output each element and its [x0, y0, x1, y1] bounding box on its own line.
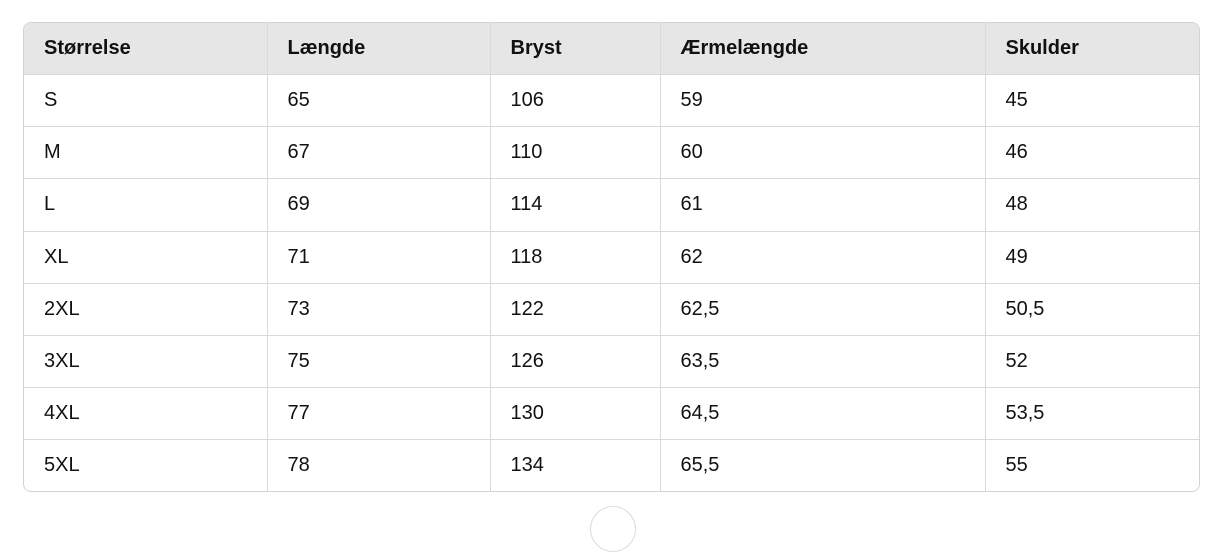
cell-shoulder: 52 — [985, 335, 1199, 389]
cell-length: 67 — [267, 126, 491, 180]
cell-length: 65 — [267, 74, 491, 128]
cell-chest: 114 — [490, 178, 661, 232]
cell-sleeve-length: 64,5 — [660, 387, 986, 441]
header-chest: Bryst — [490, 23, 661, 75]
header-length: Længde — [267, 23, 491, 75]
cell-chest: 126 — [490, 335, 661, 389]
table-row: L 69 114 61 48 — [24, 178, 1199, 232]
table-row: XL 71 118 62 49 — [24, 231, 1199, 284]
size-table-container: Størrelse Længde Bryst Ærmelængde Skulde… — [23, 22, 1200, 492]
cell-shoulder: 48 — [985, 178, 1199, 232]
scroll-down-button[interactable] — [590, 506, 636, 552]
cell-shoulder: 53,5 — [985, 387, 1199, 441]
table-row: 4XL 77 130 64,5 53,5 — [24, 387, 1199, 441]
cell-sleeve-length: 62 — [660, 231, 986, 284]
cell-sleeve-length: 65,5 — [660, 439, 986, 491]
cell-length: 71 — [267, 231, 491, 284]
cell-size: XL — [24, 231, 268, 284]
header-shoulder: Skulder — [985, 23, 1199, 75]
cell-sleeve-length: 60 — [660, 126, 986, 180]
cell-length: 73 — [267, 283, 491, 336]
cell-chest: 134 — [490, 439, 661, 491]
cell-chest: 118 — [490, 231, 661, 284]
cell-chest: 110 — [490, 126, 661, 180]
cell-shoulder: 50,5 — [985, 283, 1199, 336]
cell-shoulder: 46 — [985, 126, 1199, 180]
size-table: Størrelse Længde Bryst Ærmelængde Skulde… — [24, 23, 1199, 491]
cell-shoulder: 45 — [985, 74, 1199, 128]
cell-sleeve-length: 63,5 — [660, 335, 986, 389]
table-row: 5XL 78 134 65,5 55 — [24, 439, 1199, 491]
table-row: 2XL 73 122 62,5 50,5 — [24, 283, 1199, 336]
header-size: Størrelse — [24, 23, 268, 75]
cell-size: 5XL — [24, 439, 268, 491]
table-row: M 67 110 60 46 — [24, 126, 1199, 180]
cell-shoulder: 55 — [1005, 454, 1028, 477]
cell-sleeve-length: 59 — [660, 74, 986, 128]
cell-sleeve-length: 62,5 — [660, 283, 986, 336]
cell-size: 3XL — [24, 335, 268, 389]
cell-length: 78 — [267, 439, 491, 491]
cell-chest: 106 — [490, 74, 661, 128]
cell-length: 69 — [267, 178, 491, 232]
cell-size: M — [24, 126, 268, 180]
cell-chest: 122 — [490, 283, 661, 336]
cell-chest: 130 — [490, 387, 661, 441]
table-header-row: Størrelse Længde Bryst Ærmelængde Skulde… — [24, 23, 1199, 75]
cell-length: 75 — [267, 335, 491, 389]
cell-size: 4XL — [24, 387, 268, 441]
cell-size: L — [24, 178, 268, 232]
cell-shoulder: 49 — [985, 231, 1199, 284]
header-sleeve-length: Ærmelængde — [660, 23, 986, 75]
cell-length: 77 — [267, 387, 491, 441]
cell-sleeve-length: 61 — [660, 178, 986, 232]
cell-size: 2XL — [24, 283, 268, 336]
cell-size: S — [24, 74, 268, 128]
table-row: 3XL 75 126 63,5 52 — [24, 335, 1199, 389]
table-row: S 65 106 59 45 — [24, 74, 1199, 128]
